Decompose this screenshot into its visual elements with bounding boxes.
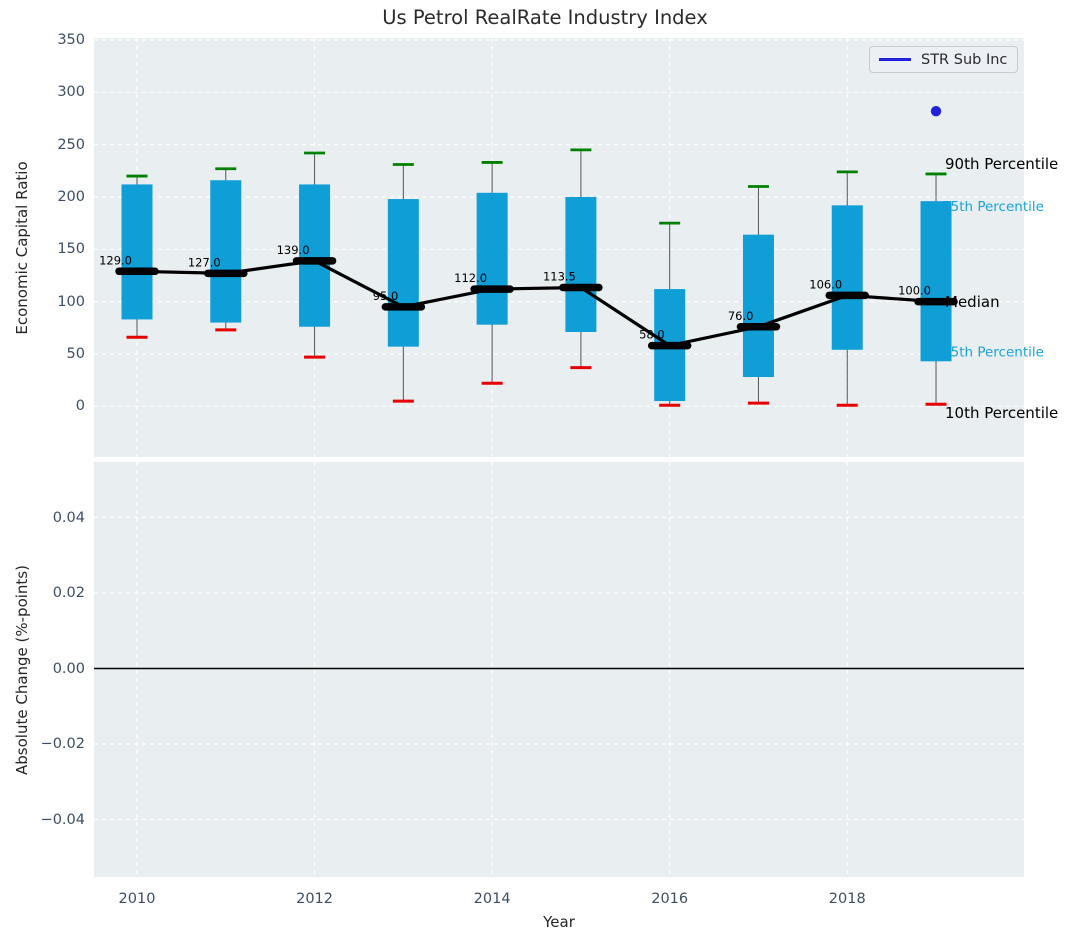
scatter-point-str-sub-inc bbox=[930, 105, 942, 117]
box-iqr bbox=[476, 192, 508, 325]
x-tick-label: 2018 bbox=[828, 891, 866, 907]
box-iqr bbox=[565, 196, 597, 332]
y-tick-label-top: 0 bbox=[75, 398, 85, 415]
y-tick-label-bottom: 0.02 bbox=[52, 585, 85, 601]
box-iqr bbox=[831, 205, 863, 350]
box-iqr bbox=[210, 180, 242, 323]
y-tick-label-bottom: 0.00 bbox=[52, 660, 85, 677]
y-tick-label-bottom: 0.04 bbox=[52, 509, 85, 526]
median-connecting-line bbox=[136, 259, 937, 348]
y-tick-label-bottom: −0.04 bbox=[40, 811, 85, 828]
y-tick-label-top: 350 bbox=[57, 31, 85, 48]
bottom-plot-area bbox=[94, 462, 1024, 877]
y-tick-label-top: 250 bbox=[57, 136, 85, 153]
percentile-label-behind: 25th Percentile bbox=[942, 344, 1044, 360]
median-value-label: 95.0 bbox=[373, 289, 399, 303]
change-canvas bbox=[94, 462, 1024, 877]
legend-box: STR Sub Inc bbox=[869, 46, 1019, 73]
median-value-label: 76.0 bbox=[728, 309, 754, 323]
median-value-label: 139.0 bbox=[277, 243, 310, 257]
chart-title: Us Petrol RealRate Industry Index bbox=[382, 6, 708, 29]
x-tick-label: 2012 bbox=[296, 891, 333, 907]
x-tick-label: 2010 bbox=[118, 891, 156, 907]
top-plot-area: 75th Percentile 25th Percentile 129.0 127.0… bbox=[94, 38, 1058, 457]
x-axis-label: Year bbox=[543, 913, 575, 931]
x-tick-label: 2014 bbox=[473, 891, 511, 907]
median-value-label: 127.0 bbox=[188, 255, 221, 269]
median-value-label: 129.0 bbox=[99, 253, 132, 267]
y-tick-label-top: 300 bbox=[57, 84, 85, 101]
percentile-label: Median bbox=[945, 293, 1000, 311]
percentile-label: 90th Percentile bbox=[945, 155, 1058, 173]
box-iqr bbox=[387, 199, 419, 347]
boxplot-canvas: 75th Percentile 25th Percentile 129.0 127.0… bbox=[94, 38, 1058, 457]
box-iqr bbox=[742, 234, 774, 377]
y-tick-label-top: 50 bbox=[66, 345, 85, 362]
percentile-label: 10th Percentile bbox=[945, 404, 1058, 422]
percentile-label-behind: 75th Percentile bbox=[942, 199, 1044, 215]
legend-label: STR Sub Inc bbox=[921, 51, 1008, 68]
y-tick-label-bottom: −0.02 bbox=[40, 736, 85, 752]
median-value-label: 106.0 bbox=[809, 277, 842, 291]
x-tick-label: 2016 bbox=[651, 891, 689, 907]
median-value-label: 112.0 bbox=[454, 271, 487, 285]
y-tick-label-top: 150 bbox=[57, 241, 85, 258]
legend-line-swatch bbox=[879, 58, 911, 61]
box-iqr bbox=[121, 184, 153, 320]
y-tick-label-top: 100 bbox=[57, 293, 85, 310]
box-iqr bbox=[299, 184, 331, 327]
median-value-label: 100.0 bbox=[898, 284, 931, 298]
y-tick-label-top: 200 bbox=[57, 188, 85, 205]
median-value-label: 58.0 bbox=[639, 328, 665, 342]
median-value-label: 113.5 bbox=[543, 270, 576, 284]
box-iqr bbox=[920, 201, 952, 362]
